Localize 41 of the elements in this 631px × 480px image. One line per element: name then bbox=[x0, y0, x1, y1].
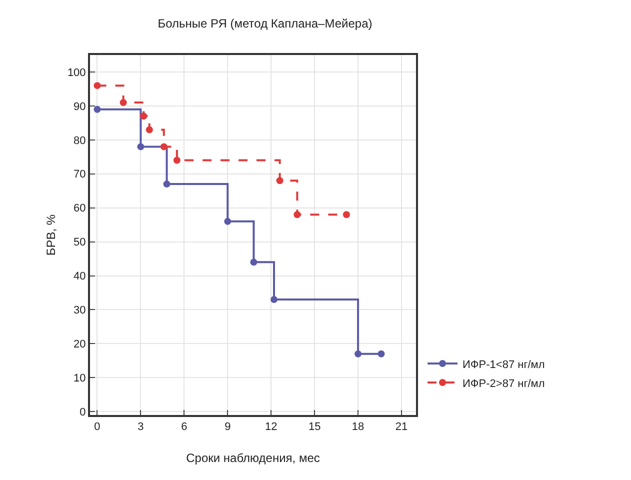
y-tick-label: 30 bbox=[74, 304, 86, 317]
y-tick-label: 100 bbox=[67, 66, 86, 79]
point bbox=[294, 211, 301, 218]
point bbox=[224, 218, 232, 225]
point bbox=[94, 82, 101, 90]
point bbox=[160, 143, 168, 150]
point bbox=[94, 106, 101, 113]
y-axis-title: БРВ, % bbox=[44, 214, 58, 256]
chart-title: Больные РЯ (метод Каплана–Мейера) bbox=[158, 16, 372, 31]
x-tick-label: 9 bbox=[224, 421, 231, 434]
legend-label: ИФР-2>87 нг/мл bbox=[462, 378, 545, 390]
point bbox=[378, 350, 385, 358]
y-tick-label: 0 bbox=[80, 406, 86, 418]
legend-label: ИФР-1<87 нг/мл bbox=[462, 358, 545, 371]
point bbox=[140, 112, 148, 120]
y-tick-label: 70 bbox=[74, 168, 86, 181]
point bbox=[173, 156, 180, 164]
y-tick-label: 20 bbox=[74, 338, 86, 351]
x-tick-label: 3 bbox=[138, 421, 144, 434]
x-tick-label: 21 bbox=[395, 421, 408, 434]
point bbox=[146, 126, 153, 134]
x-tick-label: 18 bbox=[352, 421, 364, 434]
point bbox=[163, 180, 170, 188]
x-tick-label: 12 bbox=[264, 421, 278, 434]
x-tick-label: 15 bbox=[308, 421, 321, 434]
y-tick-label: 60 bbox=[74, 202, 86, 215]
y-tick-label: 90 bbox=[74, 100, 86, 113]
point bbox=[137, 143, 144, 150]
point bbox=[250, 258, 258, 266]
x-tick-label: 0 bbox=[94, 421, 100, 434]
x-tick-label: 6 bbox=[181, 421, 188, 434]
point bbox=[354, 350, 362, 358]
y-tick-label: 40 bbox=[74, 270, 86, 283]
y-tick-label: 80 bbox=[74, 134, 86, 147]
point bbox=[276, 177, 284, 184]
y-tick-label: 50 bbox=[74, 236, 86, 249]
point bbox=[120, 99, 127, 106]
point bbox=[270, 296, 278, 304]
y-tick-label: 10 bbox=[74, 372, 86, 384]
x-axis-title: Сроки наблюдения, мес bbox=[186, 451, 320, 465]
point bbox=[342, 211, 350, 218]
